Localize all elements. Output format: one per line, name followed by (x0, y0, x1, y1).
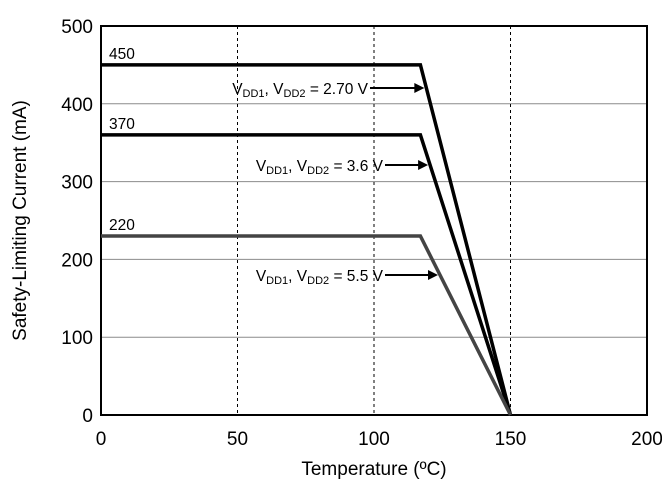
y-axis-label: Safety-Limiting Current (mA) (10, 100, 31, 341)
annotation-450: VDD1, VDD2 = 2.70 V (232, 81, 368, 100)
annotation-arrowhead-450 (414, 83, 425, 93)
x-tick-label: 100 (358, 429, 390, 450)
x-tick-label: 0 (96, 429, 107, 450)
y-tick-label: 300 (61, 173, 93, 194)
annotation-220: VDD1, VDD2 = 5.5 V (256, 268, 384, 287)
x-tick-label: 150 (495, 429, 527, 450)
series-line-450 (101, 63, 513, 416)
annotation-370: VDD1, VDD2 = 3.6 V (256, 158, 384, 177)
series-line-370 (101, 133, 513, 416)
y-tick-label: 0 (82, 406, 93, 427)
x-tick-label: 200 (631, 429, 662, 450)
plateau-label-450: 450 (109, 46, 135, 63)
annotation-arrowhead-370 (418, 160, 429, 170)
plateau-label-370: 370 (109, 116, 135, 133)
grid (101, 26, 647, 415)
y-tick-label: 200 (61, 250, 93, 271)
series-group (101, 63, 513, 416)
plateau-label-220: 220 (109, 217, 135, 234)
y-tick-label: 400 (61, 95, 93, 116)
x-tick-label: 50 (227, 429, 248, 450)
y-tick-label: 500 (61, 17, 93, 38)
series-line-220 (101, 234, 513, 416)
tick-labels: 0 50 100 150 200 0 100 200 300 400 500 (61, 17, 662, 450)
annotations-group: 450 VDD1, VDD2 = 2.70 V 370 VDD1, VDD2 = 3.… (109, 46, 439, 287)
x-axis-label: Temperature (ºC) (301, 459, 446, 480)
annotation-arrowhead-220 (428, 270, 439, 280)
plot-frame (100, 25, 648, 416)
y-tick-label: 100 (61, 328, 93, 349)
